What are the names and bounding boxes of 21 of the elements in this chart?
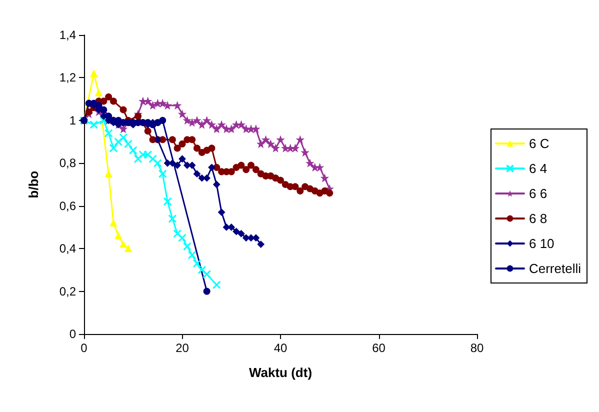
y-tick-label: 1 [69,113,76,128]
y-tick-label: 0,6 [59,198,76,213]
y-tick-label: 0,2 [59,284,76,298]
legend-label: 6 4 [528,161,548,176]
y-axis-title: b/bo [26,170,41,198]
x-tick-label: 80 [470,341,484,355]
legend-label: 6 10 [528,236,554,251]
x-tick-label: 0 [80,341,88,355]
x-tick-label: 40 [274,341,288,355]
x-tick-label: 20 [176,341,190,355]
y-tick-label: 0,8 [59,156,76,170]
y-tick-label: 0,4 [59,242,76,256]
legend-label: 6 C [528,136,550,151]
legend-label: Cerretelli [528,261,582,276]
y-tick-label: 0 [69,327,76,341]
y-tick-label: 1,4 [59,28,76,42]
x-tick-label: 60 [372,341,386,355]
y-tick-label: 1,2 [59,70,76,85]
legend-label: 6 8 [528,211,548,226]
x-axis-title: Waktu (dt) [248,365,312,380]
legend-label: 6 6 [528,186,548,201]
